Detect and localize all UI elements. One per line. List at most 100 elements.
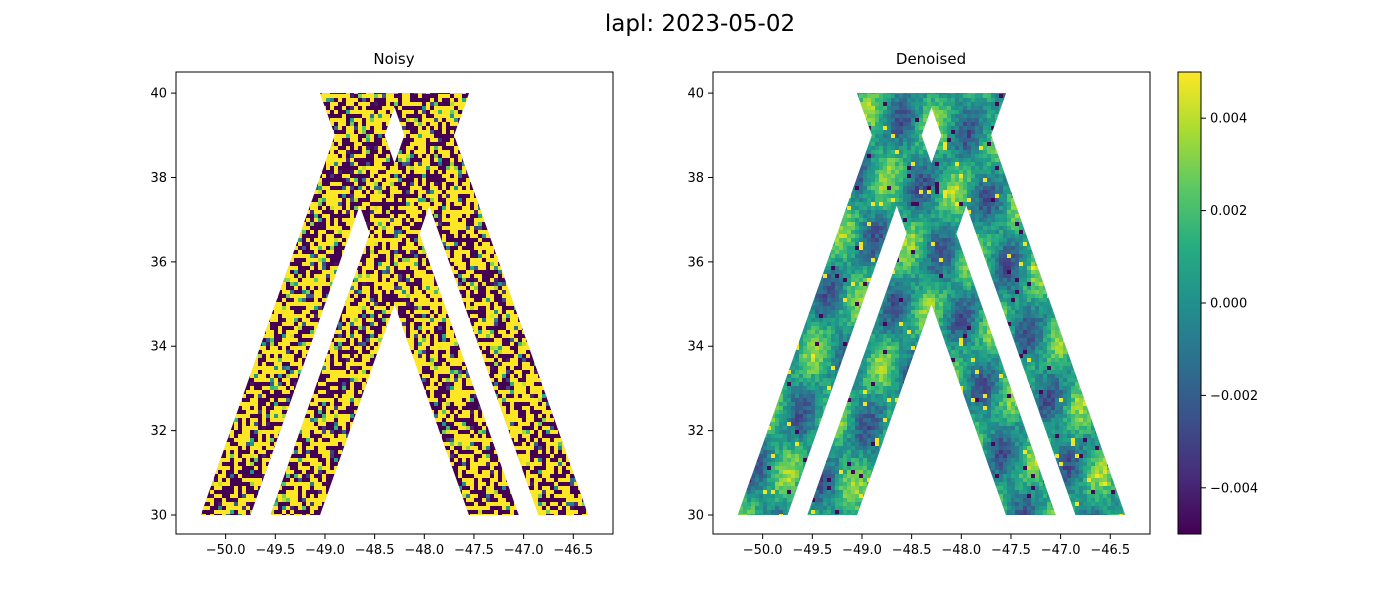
field-cell <box>578 226 582 230</box>
field-cell <box>346 266 350 270</box>
field-cell <box>398 246 402 250</box>
field-cell <box>218 210 222 214</box>
field-cell <box>414 226 418 230</box>
field-cell <box>290 118 294 122</box>
field-cell <box>378 254 382 258</box>
field-cell <box>258 186 262 190</box>
field-cell <box>222 254 226 258</box>
field-cell <box>302 190 306 194</box>
field-cell <box>582 102 586 106</box>
field-cell <box>318 110 322 114</box>
field-cell <box>430 162 434 166</box>
field-cell <box>522 162 526 166</box>
field-cell <box>594 242 598 246</box>
field-cell <box>350 194 354 198</box>
field-cell <box>406 150 410 154</box>
field-cell <box>430 234 434 238</box>
field-cell <box>250 250 254 254</box>
field-cell <box>322 142 326 146</box>
field-cell <box>570 166 574 170</box>
field-cell <box>442 146 446 150</box>
field-cell <box>602 98 606 102</box>
field-cell <box>438 262 442 266</box>
field-cell <box>382 110 386 114</box>
field-cell <box>534 258 538 262</box>
field-cell <box>262 258 266 262</box>
field-cell <box>362 226 366 230</box>
field-cell <box>310 238 314 242</box>
field-cell <box>394 218 398 222</box>
field-cell <box>566 186 570 190</box>
field-cell <box>426 178 430 182</box>
field-cell <box>266 234 270 238</box>
field-cell <box>526 206 530 210</box>
field-cell <box>274 242 278 246</box>
field-cell <box>518 174 522 178</box>
field-cell <box>246 114 250 118</box>
field-cell <box>574 118 578 122</box>
field-cell <box>470 214 474 218</box>
field-cell <box>186 238 190 242</box>
field-cell <box>450 190 454 194</box>
field-cell <box>346 134 350 138</box>
field-cell <box>386 242 390 246</box>
field-cell <box>534 242 538 246</box>
field-cell <box>586 254 589 258</box>
field-cell <box>378 154 382 158</box>
field-cell <box>430 214 434 218</box>
field-cell <box>450 138 454 142</box>
field-cell <box>586 114 589 118</box>
field-cell <box>582 154 586 158</box>
field-cell <box>442 82 446 86</box>
field-cell <box>282 98 286 102</box>
field-cell <box>314 86 318 90</box>
field-cell <box>582 210 586 214</box>
field-cell <box>450 222 454 226</box>
field-cell <box>458 98 462 102</box>
field-cell <box>458 262 462 266</box>
field-cell <box>298 230 302 234</box>
field-cell <box>550 210 554 214</box>
field-cell <box>318 258 322 262</box>
field-cell <box>402 166 406 170</box>
field-cell <box>362 86 366 90</box>
field-cell <box>406 154 410 158</box>
field-cell <box>250 146 254 150</box>
field-cell <box>510 226 514 230</box>
field-cell <box>522 166 526 170</box>
field-cell <box>562 126 566 130</box>
field-cell <box>266 106 270 110</box>
field-cell <box>594 162 598 166</box>
field-cell <box>454 86 458 90</box>
field-cell <box>194 90 198 94</box>
field-cell <box>450 182 454 186</box>
field-cell <box>250 138 254 142</box>
field-cell <box>186 206 190 210</box>
field-cell <box>466 170 470 174</box>
field-cell <box>386 262 390 266</box>
field-cell <box>294 222 298 226</box>
field-cell <box>506 106 510 110</box>
field-cell <box>442 194 446 198</box>
field-cell <box>238 170 242 174</box>
field-cell <box>590 262 594 266</box>
field-cell <box>422 82 426 86</box>
field-cell <box>234 94 238 98</box>
field-cell <box>434 182 438 186</box>
field-cell <box>286 218 290 222</box>
field-cell <box>294 210 298 214</box>
field-cell <box>350 122 354 126</box>
field-cell <box>534 102 538 106</box>
field-cell <box>238 262 242 266</box>
field-cell <box>430 146 434 150</box>
field-cell <box>442 130 446 134</box>
field-cell <box>566 206 570 210</box>
field-cell <box>382 82 386 86</box>
field-cell <box>306 106 310 110</box>
field-cell <box>318 178 322 182</box>
field-cell <box>382 266 386 270</box>
field-cell <box>234 182 238 186</box>
field-cell <box>278 190 282 194</box>
field-cell <box>338 238 342 242</box>
field-cell <box>406 86 410 90</box>
